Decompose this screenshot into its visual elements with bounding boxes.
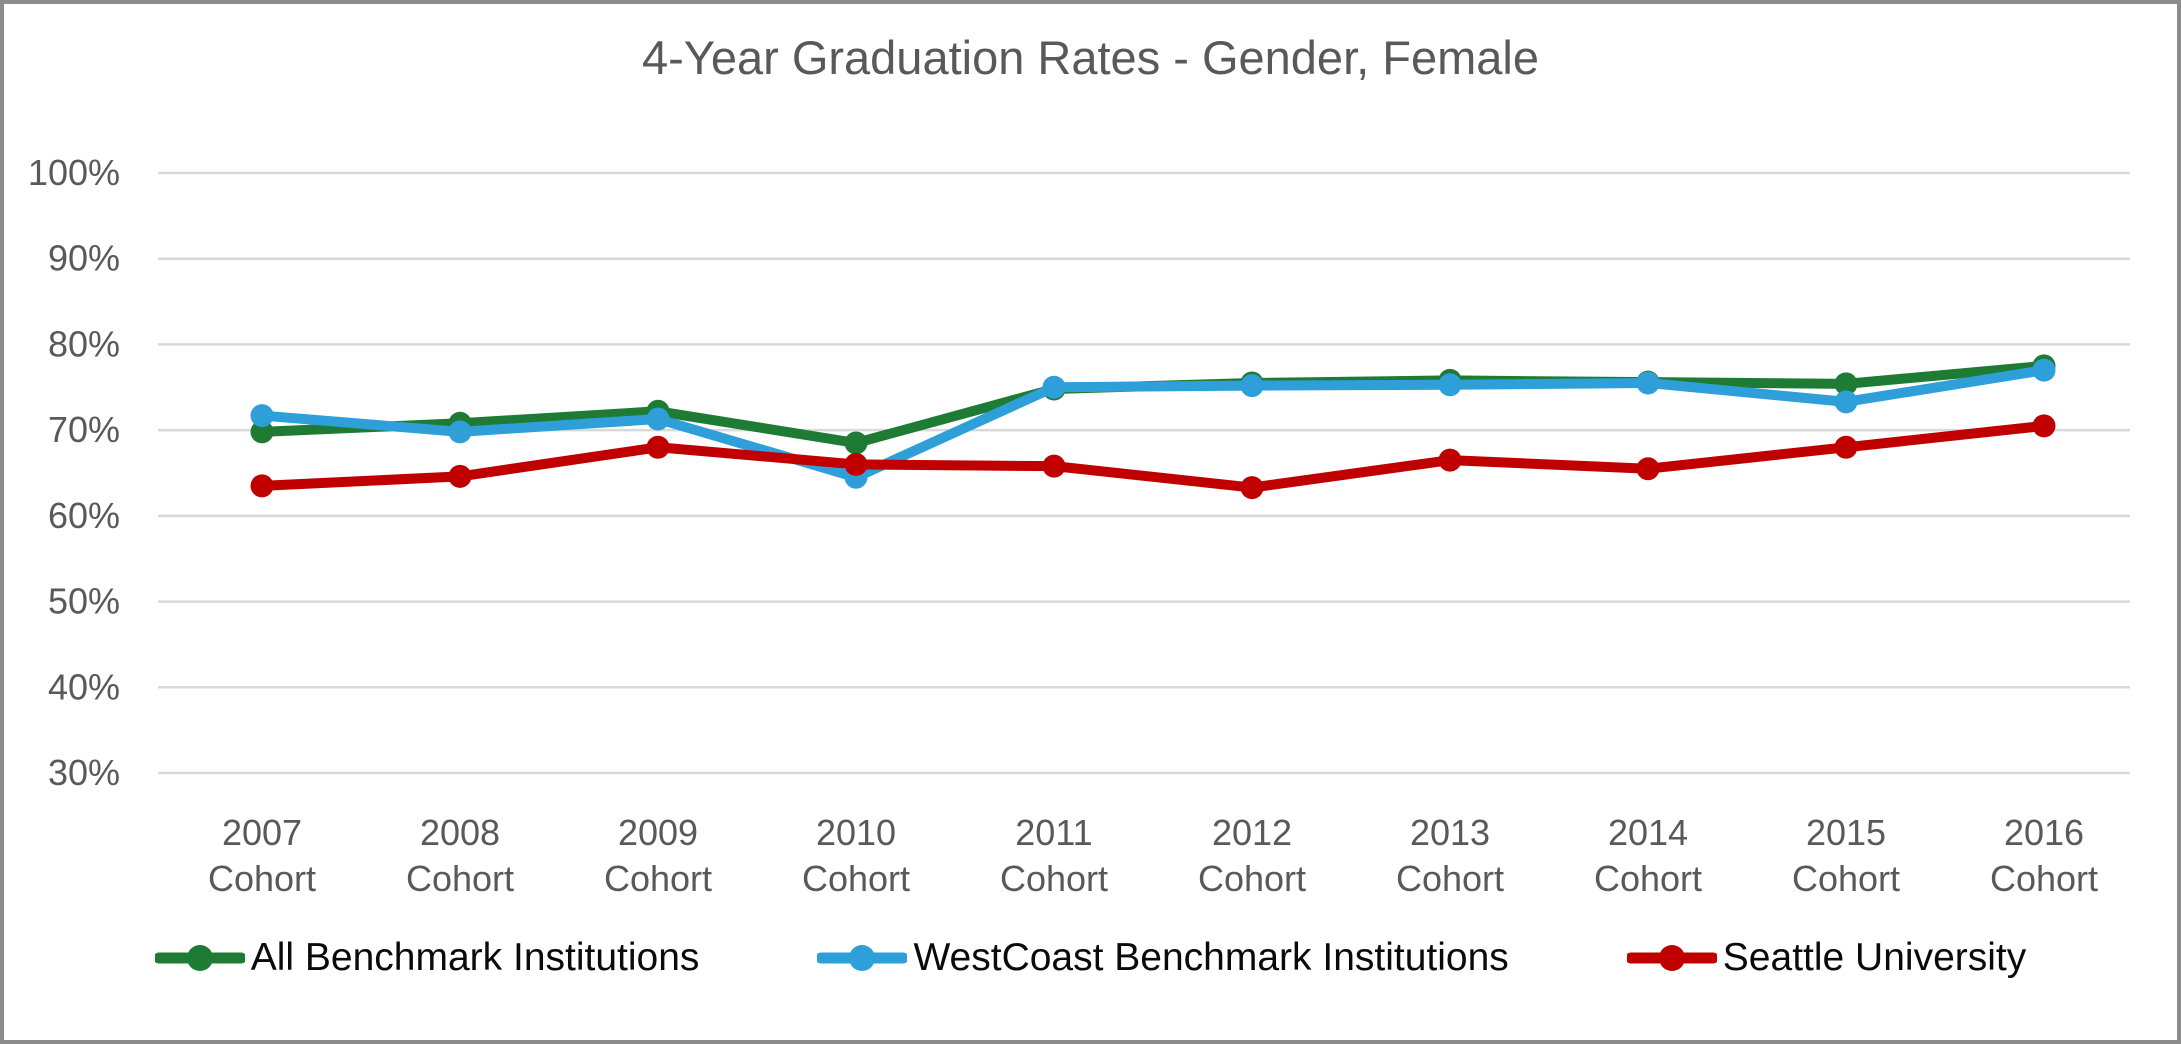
y-tick-30: 30% bbox=[48, 752, 120, 793]
x-tick-suffix-2012: Cohort bbox=[1198, 858, 1306, 899]
data-point-seattle-university-2015 bbox=[1834, 435, 1858, 459]
chart-title: 4-Year Graduation Rates - Gender, Female bbox=[642, 31, 1539, 84]
data-point-seattle-university-2010 bbox=[844, 452, 868, 476]
data-point-seattle-university-2012 bbox=[1240, 476, 1264, 500]
data-point-seattle-university-2011 bbox=[1042, 454, 1066, 478]
y-tick-90: 90% bbox=[48, 238, 120, 279]
x-tick-year-2012: 2012 bbox=[1212, 812, 1292, 853]
legend-label: WestCoast Benchmark Institutions bbox=[913, 936, 1509, 979]
data-point-westcoast-benchmark-institutions-2011 bbox=[1042, 375, 1066, 399]
x-tick-year-2014: 2014 bbox=[1608, 812, 1688, 853]
x-tick-suffix-2013: Cohort bbox=[1396, 858, 1504, 899]
data-point-westcoast-benchmark-institutions-2007 bbox=[250, 404, 274, 428]
data-point-seattle-university-2007 bbox=[250, 474, 274, 498]
x-tick-year-2007: 2007 bbox=[222, 812, 302, 853]
data-point-all-benchmark-institutions-2010 bbox=[844, 431, 868, 455]
data-point-seattle-university-2008 bbox=[448, 464, 472, 488]
chart-legend: All Benchmark Institutions WestCoast Ben… bbox=[0, 936, 2181, 980]
data-point-westcoast-benchmark-institutions-2015 bbox=[1834, 390, 1858, 414]
x-tick-year-2013: 2013 bbox=[1410, 812, 1490, 853]
x-tick-year-2008: 2008 bbox=[420, 812, 500, 853]
data-point-seattle-university-2009 bbox=[646, 435, 670, 459]
legend-item-westcoast-benchmark-institutions: WestCoast Benchmark Institutions bbox=[817, 936, 1509, 980]
series-line-seattle-university bbox=[257, 420, 2049, 493]
legend-marker-line-dot-icon bbox=[817, 945, 908, 971]
x-tick-year-2011: 2011 bbox=[1015, 812, 1092, 853]
data-point-westcoast-benchmark-institutions-2012 bbox=[1240, 374, 1264, 398]
x-tick-suffix-2009: Cohort bbox=[604, 858, 712, 899]
legend-item-seattle-university: Seattle University bbox=[1626, 936, 2027, 980]
legend-item-all-benchmark-institutions: All Benchmark Institutions bbox=[154, 936, 700, 980]
x-tick-suffix-2007: Cohort bbox=[208, 858, 316, 899]
x-tick-year-2009: 2009 bbox=[618, 812, 698, 853]
data-point-westcoast-benchmark-institutions-2014 bbox=[1636, 371, 1660, 395]
x-tick-year-2016: 2016 bbox=[2004, 812, 2084, 853]
data-point-westcoast-benchmark-institutions-2009 bbox=[646, 407, 670, 431]
y-tick-60: 60% bbox=[48, 495, 120, 536]
y-tick-100: 100% bbox=[28, 152, 120, 193]
x-tick-suffix-2015: Cohort bbox=[1792, 858, 1900, 899]
series-line-westcoast-benchmark-institutions bbox=[257, 365, 2049, 483]
x-tick-suffix-2010: Cohort bbox=[802, 858, 910, 899]
legend-label: All Benchmark Institutions bbox=[250, 936, 700, 979]
legend-label: Seattle University bbox=[1722, 936, 2027, 979]
data-point-seattle-university-2013 bbox=[1438, 448, 1462, 472]
x-tick-year-2010: 2010 bbox=[816, 812, 896, 853]
data-point-seattle-university-2016 bbox=[2032, 414, 2056, 438]
data-point-westcoast-benchmark-institutions-2008 bbox=[448, 420, 472, 444]
data-point-all-benchmark-institutions-2007 bbox=[250, 420, 274, 444]
x-tick-suffix-2011: Cohort bbox=[1000, 858, 1108, 899]
x-tick-year-2015: 2015 bbox=[1806, 812, 1886, 853]
x-tick-suffix-2016: Cohort bbox=[1990, 858, 2098, 899]
legend-marker-line-dot-icon bbox=[154, 945, 245, 971]
x-tick-suffix-2008: Cohort bbox=[406, 858, 514, 899]
y-tick-40: 40% bbox=[48, 666, 120, 707]
legend-marker-line-dot-icon bbox=[1626, 945, 1717, 971]
data-point-seattle-university-2014 bbox=[1636, 457, 1660, 481]
data-point-westcoast-benchmark-institutions-2016 bbox=[2032, 358, 2056, 382]
data-point-westcoast-benchmark-institutions-2013 bbox=[1438, 373, 1462, 397]
x-tick-suffix-2014: Cohort bbox=[1594, 858, 1702, 899]
y-tick-50: 50% bbox=[48, 581, 120, 622]
data-point-all-benchmark-institutions-2015 bbox=[1834, 372, 1858, 396]
y-tick-70: 70% bbox=[48, 409, 120, 450]
y-tick-80: 80% bbox=[48, 323, 120, 364]
